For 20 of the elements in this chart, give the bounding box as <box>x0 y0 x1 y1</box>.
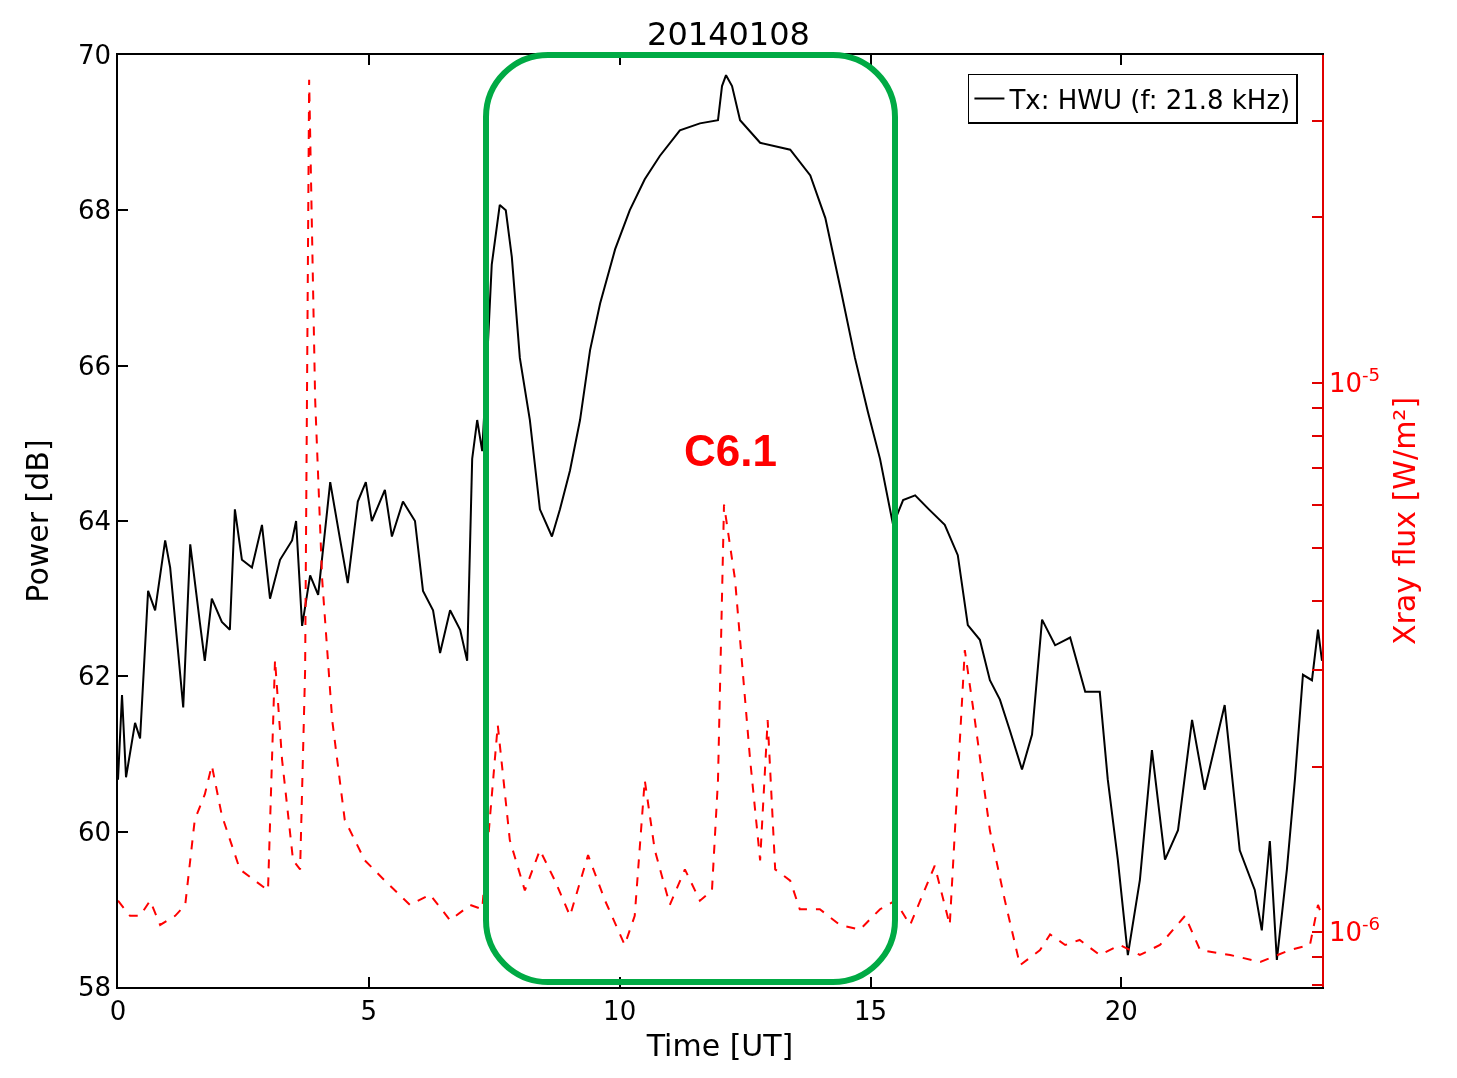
x-axis-title: Time [UT] <box>645 1027 794 1063</box>
x-tick-label: 5 <box>360 995 378 1026</box>
x-tick-label: 10 <box>603 995 637 1026</box>
y2-tick-label: 10$^{-5}$ <box>1328 363 1381 398</box>
y-tick-label: 64 <box>77 506 112 537</box>
y2-axis-title: Xray flux [W/m²] <box>1387 396 1423 646</box>
y-tick-label: 66 <box>77 350 112 381</box>
y-tick-label: 60 <box>77 816 112 847</box>
y-tick-label: 62 <box>77 661 112 692</box>
y-axis-title: Power [dB] <box>20 439 56 603</box>
x-tick-label: 0 <box>109 995 127 1026</box>
annotation: C6.1 <box>684 426 777 475</box>
legend-label: Tx: HWU (f: 21.8 kHz) <box>1008 84 1291 115</box>
x-tick-label: 20 <box>1104 995 1138 1026</box>
x-tick-label: 15 <box>853 995 888 1026</box>
y-tick-label: 58 <box>77 972 112 1003</box>
y-tick-label: 68 <box>77 195 112 226</box>
y-tick-label: 70 <box>77 40 112 71</box>
chart-title: 20140108 <box>647 15 810 53</box>
y2-tick-label: 10$^{-6}$ <box>1328 913 1381 948</box>
